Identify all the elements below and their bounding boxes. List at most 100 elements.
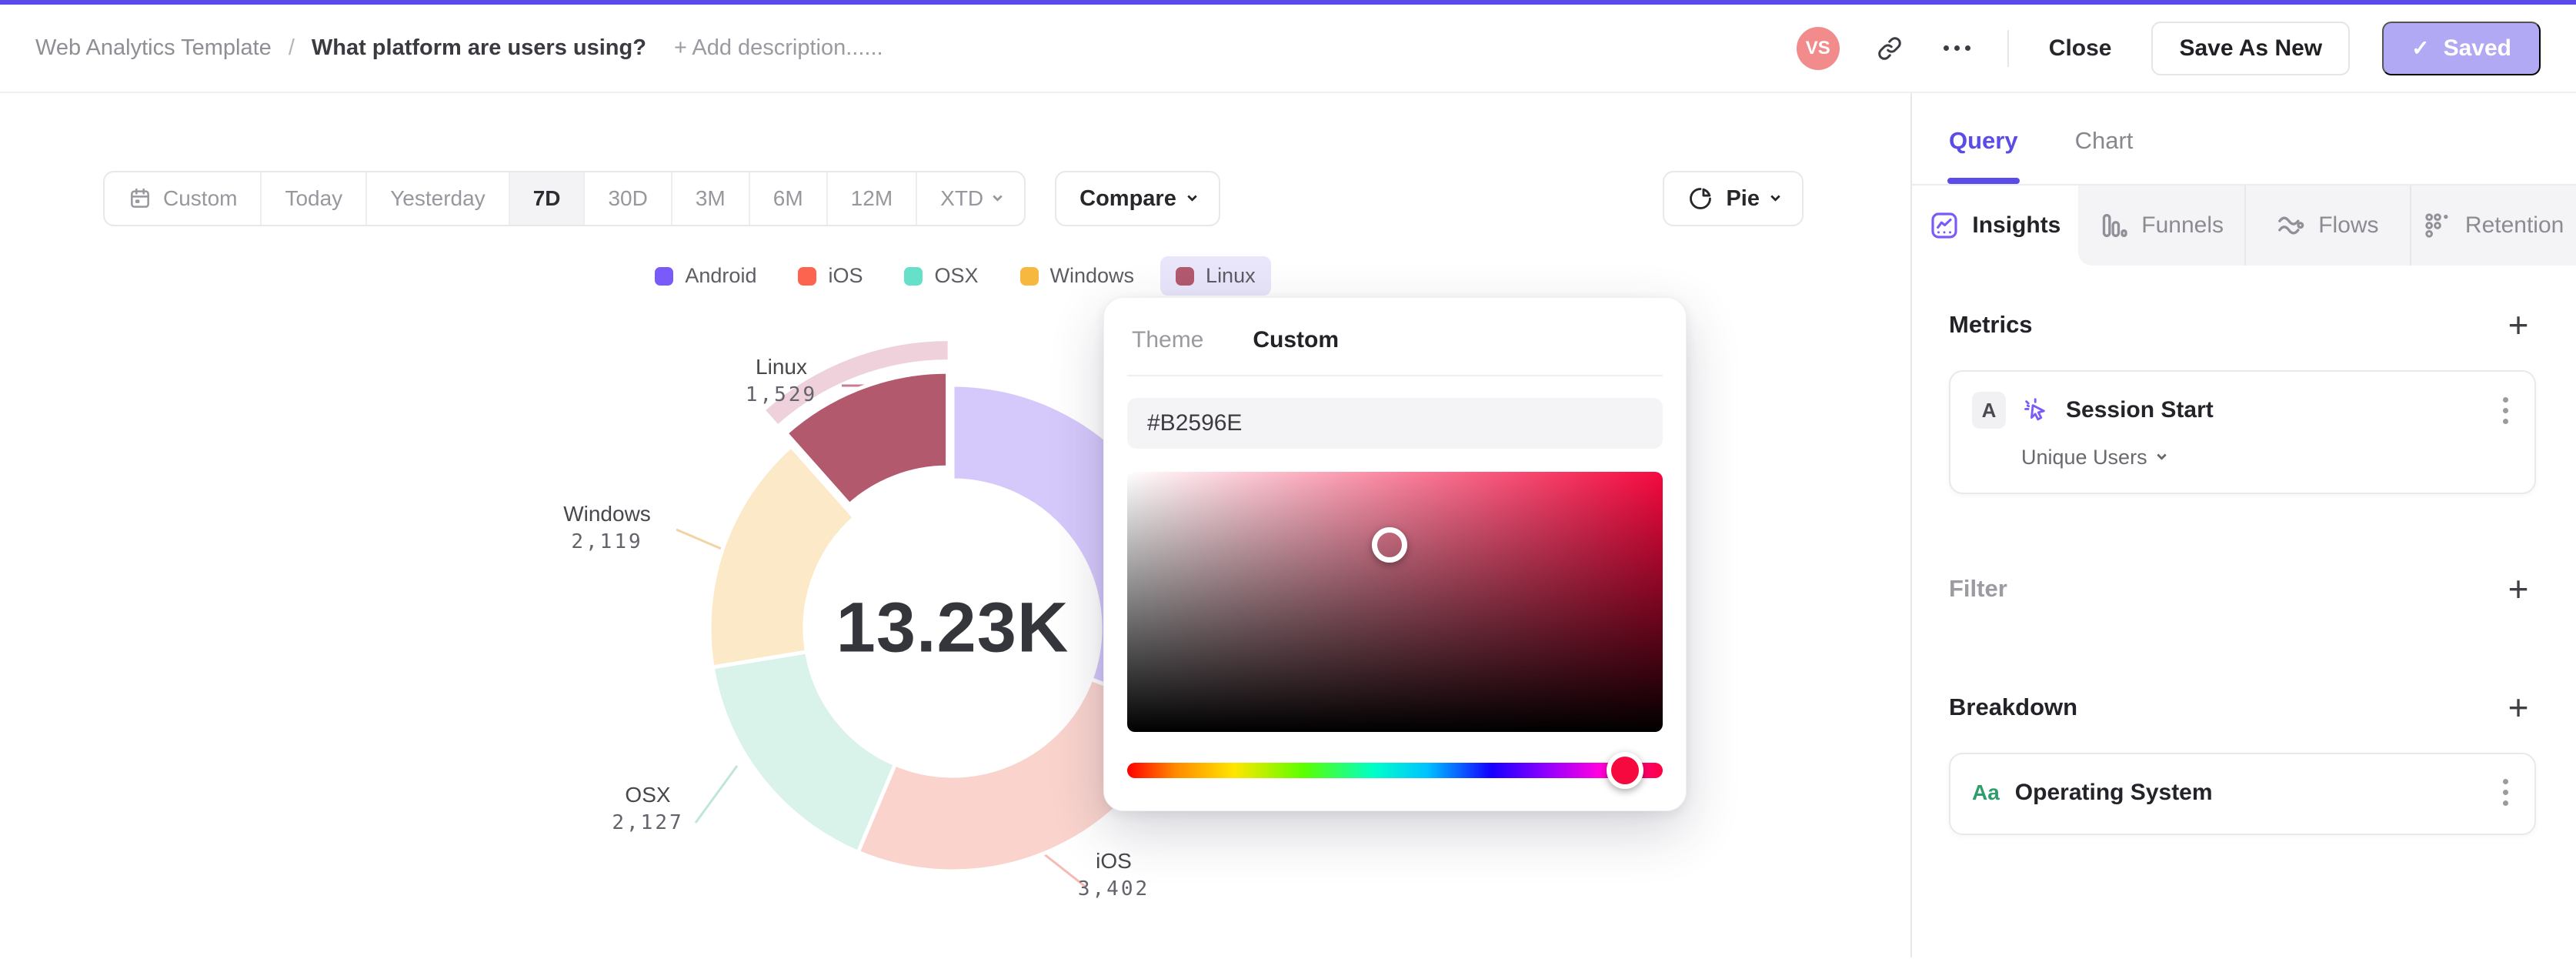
callout-osx: OSX 2,127 (612, 783, 684, 834)
tab-chart[interactable]: Chart (2074, 127, 2134, 154)
flows-icon (2278, 216, 2304, 235)
date-range-xtd[interactable]: XTD (917, 172, 1024, 225)
tab-query[interactable]: Query (1947, 127, 2020, 184)
date-range-3m[interactable]: 3M (672, 172, 750, 225)
check-icon: ✓ (2411, 35, 2430, 60)
date-range-yesterday[interactable]: Yesterday (367, 172, 510, 225)
tab-flows[interactable]: Flows (2244, 185, 2411, 266)
legend-item-android[interactable]: Android (639, 256, 772, 296)
legend-swatch-ios (798, 266, 817, 286)
chevron-down-icon (2156, 450, 2167, 460)
legend-item-linux[interactable]: Linux (1160, 256, 1271, 296)
metric-measure-dropdown[interactable]: Unique Users (1972, 446, 2513, 469)
legend-swatch-windows (1019, 266, 1039, 286)
header-actions: VS Close Save As New ✓ Saved (1796, 21, 2541, 75)
tab-theme[interactable]: Theme (1132, 327, 1204, 353)
more-options-icon[interactable] (1940, 31, 1975, 66)
legend-swatch-linux (1176, 266, 1195, 286)
tab-retention[interactable]: Retention (2410, 185, 2576, 266)
date-range-custom[interactable]: Custom (105, 172, 262, 225)
date-range-selector: Custom Today Yesterday 7D 30D 3M 6M 12M … (103, 171, 1026, 226)
date-range-today[interactable]: Today (262, 172, 368, 225)
leader-line-windows (676, 528, 726, 552)
hue-slider-track[interactable] (1127, 763, 1663, 778)
add-breakdown-button[interactable]: + (2508, 687, 2529, 727)
gradient-cursor-handle[interactable] (1372, 526, 1408, 563)
leader-line-osx (694, 765, 739, 824)
analysis-type-tabs: Insights Funnels Flows (1912, 185, 2576, 266)
funnels-icon (2103, 214, 2127, 237)
metrics-heading: Metrics (1949, 311, 2033, 338)
add-filter-button[interactable]: + (2508, 569, 2529, 609)
breadcrumb-separator: / (288, 35, 295, 60)
chart-panel: Custom Today Yesterday 7D 30D 3M 6M 12M … (0, 93, 1910, 957)
sidebar-tabs-divider (1912, 184, 2576, 185)
metric-card[interactable]: A Session Start Unique Users (1949, 370, 2536, 494)
chart-toolbar: Custom Today Yesterday 7D 30D 3M 6M 12M … (103, 171, 1804, 226)
metric-name: Session Start (2066, 397, 2214, 423)
legend-item-windows[interactable]: Windows (1005, 256, 1150, 296)
legend-swatch-android (655, 266, 674, 286)
tab-custom[interactable]: Custom (1253, 327, 1340, 353)
save-as-new-button[interactable]: Save As New (2151, 21, 2351, 75)
breakdown-options-kebab-icon[interactable] (2498, 774, 2513, 810)
filter-heading: Filter (1949, 575, 2007, 602)
metric-options-kebab-icon[interactable] (2498, 393, 2513, 429)
breakdown-card[interactable]: Aa Operating System (1949, 753, 2536, 835)
retention-icon (2425, 213, 2448, 238)
main: Custom Today Yesterday 7D 30D 3M 6M 12M … (0, 93, 2576, 957)
pie-chart-icon (1690, 188, 1712, 209)
sidebar-tabs: Query Chart (1912, 93, 2576, 184)
saturation-gradient-area[interactable] (1127, 472, 1663, 732)
insights-icon (1931, 212, 1957, 239)
pie-slice-highlight-linux (766, 341, 948, 424)
top-accent-bar (0, 0, 2576, 5)
add-description-button[interactable]: + Add description...... (673, 35, 883, 60)
breakdown-section-header: Breakdown + (1949, 690, 2536, 725)
legend-item-ios[interactable]: iOS (782, 256, 878, 296)
breakdown-property-name: Operating System (2014, 779, 2213, 805)
saved-label: Saved (2443, 35, 2511, 61)
date-range-6m[interactable]: 6M (750, 172, 828, 225)
legend-swatch-osx (904, 266, 923, 286)
breadcrumb-root[interactable]: Web Analytics Template (35, 35, 272, 60)
metric-series-badge: A (1972, 392, 2006, 429)
compare-button[interactable]: Compare (1055, 171, 1220, 226)
color-picker-popup: Theme Custom (1103, 297, 1687, 811)
chart-type-button[interactable]: Pie (1663, 171, 1804, 226)
leader-line-ios (1043, 852, 1087, 889)
chart-legend: Android iOS OSX Windows Linux (0, 256, 1910, 296)
tab-funnels[interactable]: Funnels (2077, 185, 2244, 266)
header: Web Analytics Template / What platform a… (0, 5, 2576, 93)
hue-slider (1127, 752, 1663, 789)
color-picker-tabs: Theme Custom (1127, 298, 1663, 375)
header-divider (2007, 29, 2009, 67)
session-start-event-icon (2024, 398, 2045, 421)
avatar[interactable]: VS (1796, 26, 1840, 70)
add-metric-button[interactable]: + (2508, 305, 2529, 345)
donut-center-total: 13.23K (836, 588, 1069, 667)
date-range-30d[interactable]: 30D (585, 172, 672, 225)
pie-slice-windows[interactable] (707, 444, 857, 670)
pie-slice-linux[interactable] (784, 369, 950, 507)
tab-insights[interactable]: Insights (1912, 185, 2078, 266)
close-button[interactable]: Close (2048, 35, 2112, 61)
hex-color-input[interactable] (1127, 398, 1663, 449)
calendar-icon (131, 188, 149, 208)
date-range-7d[interactable]: 7D (509, 172, 586, 225)
page-title[interactable]: What platform are users using? (311, 35, 646, 60)
pie-slice-osx[interactable] (710, 650, 897, 854)
saved-button[interactable]: ✓ Saved (2382, 21, 2541, 75)
callout-linux: Linux 1,529 (745, 355, 818, 406)
share-link-icon[interactable] (1872, 31, 1907, 66)
callout-ios: iOS 3,402 (1077, 849, 1150, 901)
legend-item-osx[interactable]: OSX (889, 256, 993, 296)
date-range-12m[interactable]: 12M (828, 172, 918, 225)
breakdown-heading: Breakdown (1949, 693, 2078, 720)
query-sidebar: Query Chart Insights (1910, 93, 2576, 957)
picker-divider (1127, 375, 1663, 376)
metrics-section-header: Metrics + (1949, 307, 2536, 342)
hue-slider-handle[interactable] (1607, 752, 1644, 789)
filter-section-header: Filter + (1949, 571, 2536, 606)
